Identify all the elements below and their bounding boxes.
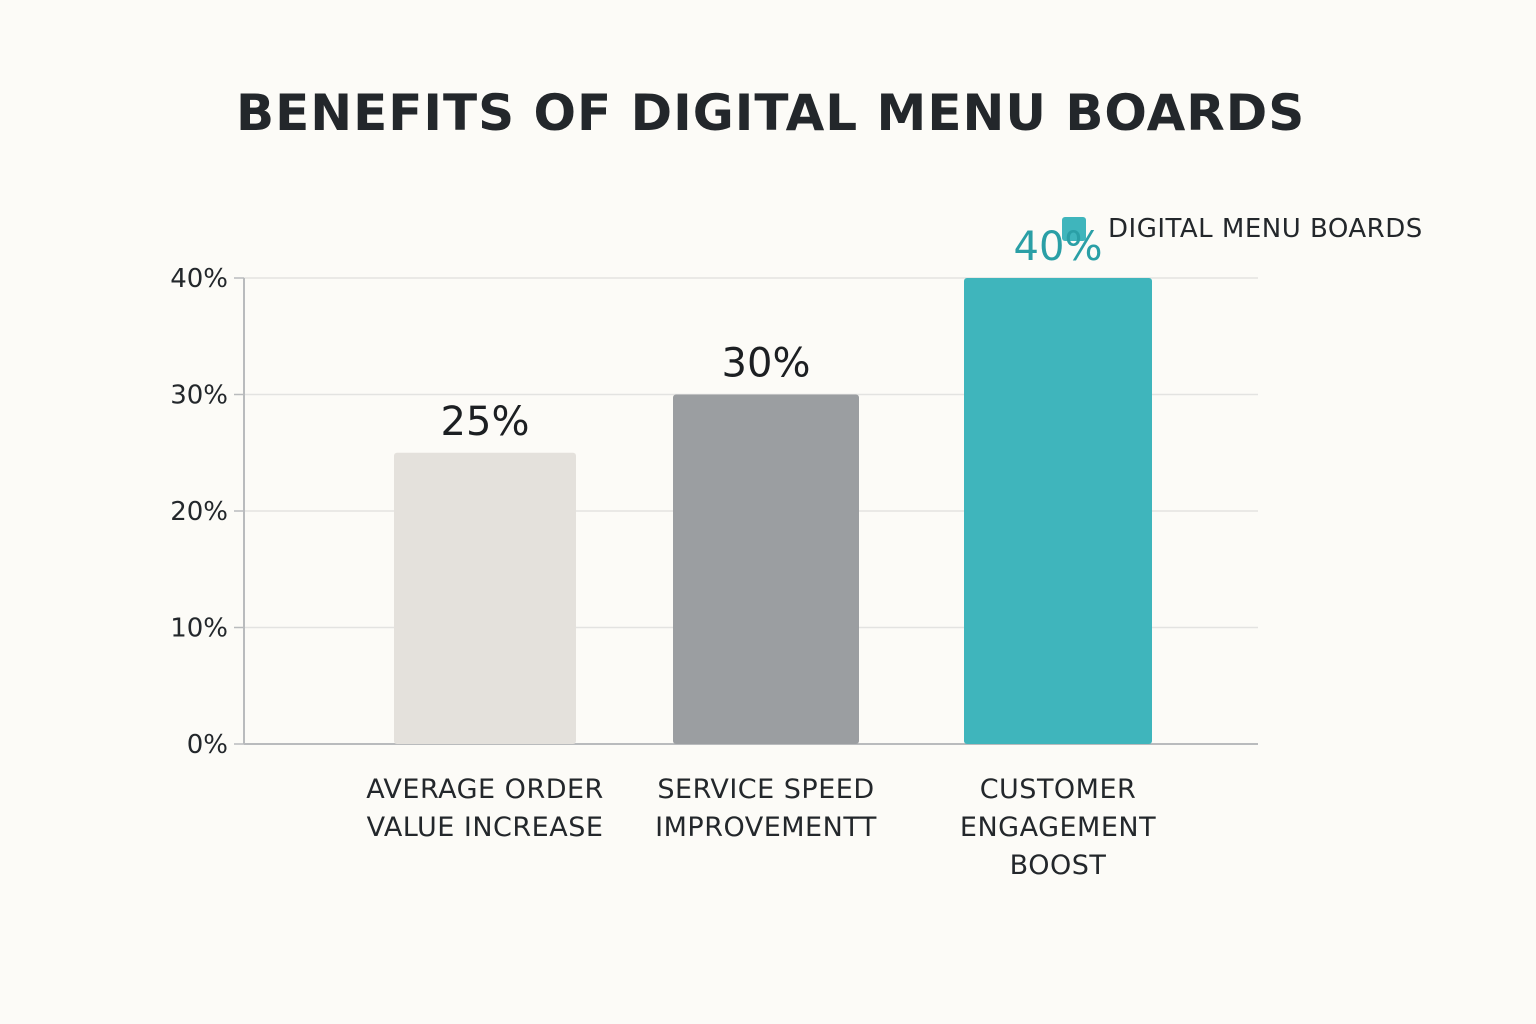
x-category-label: CUSTOMER [980,774,1137,805]
x-category-label: VALUE INCREASE [367,812,604,843]
bar [673,394,859,744]
y-tick-label: 10% [170,614,228,644]
bar-value-label: 30% [722,341,811,387]
legend-swatch [1062,217,1086,241]
x-category-label: IMPROVEMENTT [655,812,877,843]
bar [394,452,576,744]
bar [964,278,1152,744]
y-tick-label: 40% [170,264,228,294]
y-tick-label: 30% [170,381,228,411]
bar-value-label: 25% [441,399,530,445]
x-category-label: SERVICE SPEED [657,774,874,805]
chart-legend: DIGITAL MENU BOARDS [1062,214,1423,244]
x-category-label: BOOST [1010,850,1107,881]
chart-title: BENEFITS OF DIGITAL MENU BOARDS [236,84,1306,142]
x-category-label: ENGAGEMENT [960,812,1156,843]
y-tick-label: 0% [187,730,228,760]
x-category-label: AVERAGE ORDER [366,774,604,805]
legend-label: DIGITAL MENU BOARDS [1108,214,1423,244]
y-tick-label: 20% [170,497,228,527]
bar-value-label: 40% [1014,224,1103,270]
